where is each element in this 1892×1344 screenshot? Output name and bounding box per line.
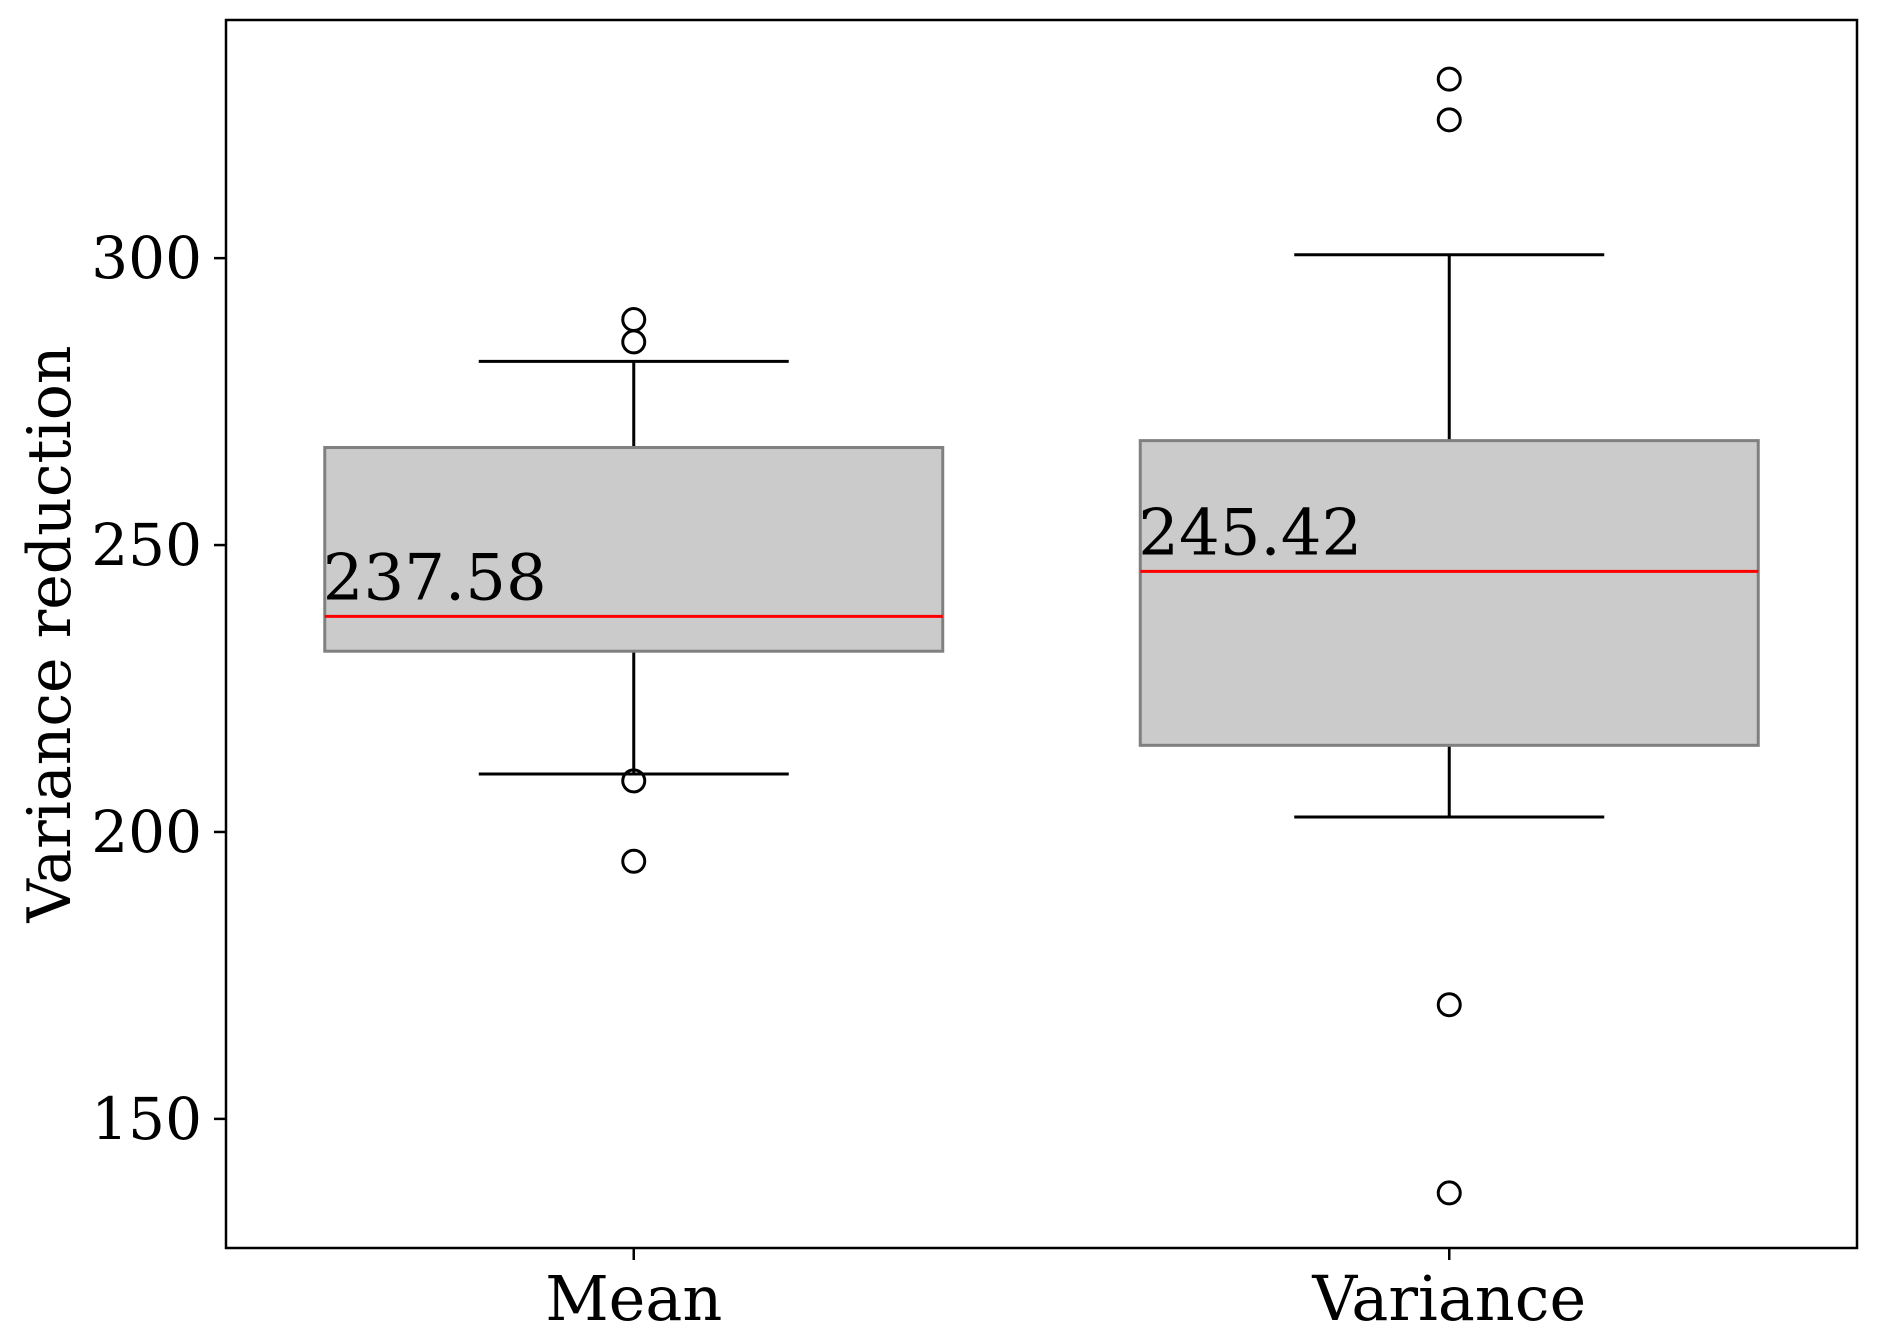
- outlier-point: [1436, 1180, 1462, 1206]
- box-mean: 237.58: [323, 307, 945, 874]
- outlier-point: [1436, 66, 1462, 92]
- y-tick-label: 150: [91, 1085, 202, 1153]
- box-body: [1138, 439, 1760, 747]
- x-tick-label: Mean: [545, 1262, 722, 1335]
- outlier-point: [1436, 107, 1462, 133]
- outlier-point: [621, 768, 647, 794]
- y-tick-label: 300: [91, 224, 202, 292]
- outlier-point: [621, 848, 647, 874]
- median-label: 237.58: [323, 541, 547, 615]
- median-label: 245.42: [1138, 496, 1362, 570]
- box-variance: 245.42: [1138, 66, 1760, 1206]
- y-tick-label: 250: [91, 511, 202, 579]
- outlier-point: [1436, 992, 1462, 1018]
- y-axis-ticks: 150 200 250 300: [91, 224, 226, 1153]
- x-tick-label: Variance: [1311, 1262, 1586, 1335]
- x-axis-ticks: Mean Variance: [545, 1248, 1586, 1335]
- plot-frame: [224, 18, 1859, 1250]
- plot-layer: 237.58 245.42: [323, 66, 1760, 1206]
- outlier-point: [621, 329, 647, 355]
- y-axis-label: Variance reduction: [15, 346, 85, 924]
- y-tick-label: 200: [91, 798, 202, 866]
